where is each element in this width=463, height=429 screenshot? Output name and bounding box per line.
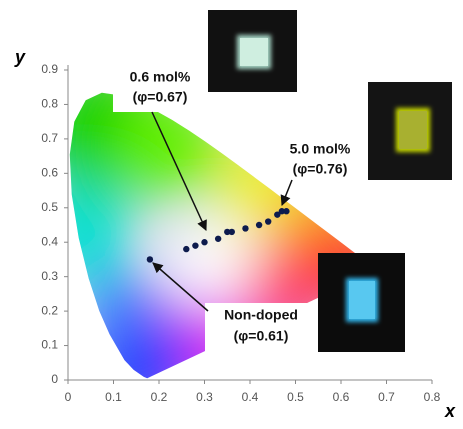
arrow xyxy=(282,180,292,205)
data-point xyxy=(183,246,189,252)
x-tick-label: 0 xyxy=(65,390,72,404)
x-tick-label: 0.5 xyxy=(287,390,304,404)
x-tick-label: 0.1 xyxy=(105,390,122,404)
annotation: Non-doped xyxy=(224,307,298,323)
data-point xyxy=(256,222,262,228)
photo-bottom xyxy=(318,253,405,352)
photo-right xyxy=(368,82,452,180)
y-tick-label: 0.2 xyxy=(41,303,58,317)
photo-top xyxy=(208,10,297,92)
y-tick-label: 0.4 xyxy=(41,234,58,248)
annotation: (φ=0.67) xyxy=(133,89,188,105)
data-point xyxy=(192,242,198,248)
data-point xyxy=(201,239,207,245)
data-point xyxy=(242,225,248,231)
y-tick-label: 0 xyxy=(51,372,58,386)
x-axis-label: x xyxy=(444,401,456,421)
y-tick-label: 0.3 xyxy=(41,269,58,283)
x-tick-label: 0.6 xyxy=(333,390,350,404)
y-tick-label: 0.6 xyxy=(41,166,58,180)
y-tick-label: 0.8 xyxy=(41,97,58,111)
y-axis-label: y xyxy=(14,47,26,67)
data-point xyxy=(265,218,271,224)
y-tick-label: 0.5 xyxy=(41,200,58,214)
data-point xyxy=(283,208,289,214)
chromaticity-gamut xyxy=(32,62,395,421)
y-tick-label: 0.1 xyxy=(41,338,58,352)
x-tick-label: 0.8 xyxy=(424,390,441,404)
x-tick-label: 0.4 xyxy=(242,390,259,404)
data-point xyxy=(229,229,235,235)
data-point xyxy=(147,256,153,262)
data-point xyxy=(215,236,221,242)
chart: 0 0.1 0.2 0.3 0.4 0.5 0.6 0.7 0.8 0.9 0 0.1 0.2 0.3 0.… xyxy=(0,0,463,424)
annotation: 5.0 mol% xyxy=(290,141,351,157)
y-tick-label: 0.9 xyxy=(41,62,58,76)
annotation: (φ=0.76) xyxy=(293,161,348,177)
gamut-colors xyxy=(32,62,395,421)
x-tick-label: 0.3 xyxy=(196,390,213,404)
x-tick-label: 0.7 xyxy=(378,390,395,404)
y-tick-label: 0.7 xyxy=(41,131,58,145)
annotation: 0.6 mol% xyxy=(130,69,191,85)
x-tick-label: 0.2 xyxy=(151,390,168,404)
annotation: (φ=0.61) xyxy=(234,328,289,344)
